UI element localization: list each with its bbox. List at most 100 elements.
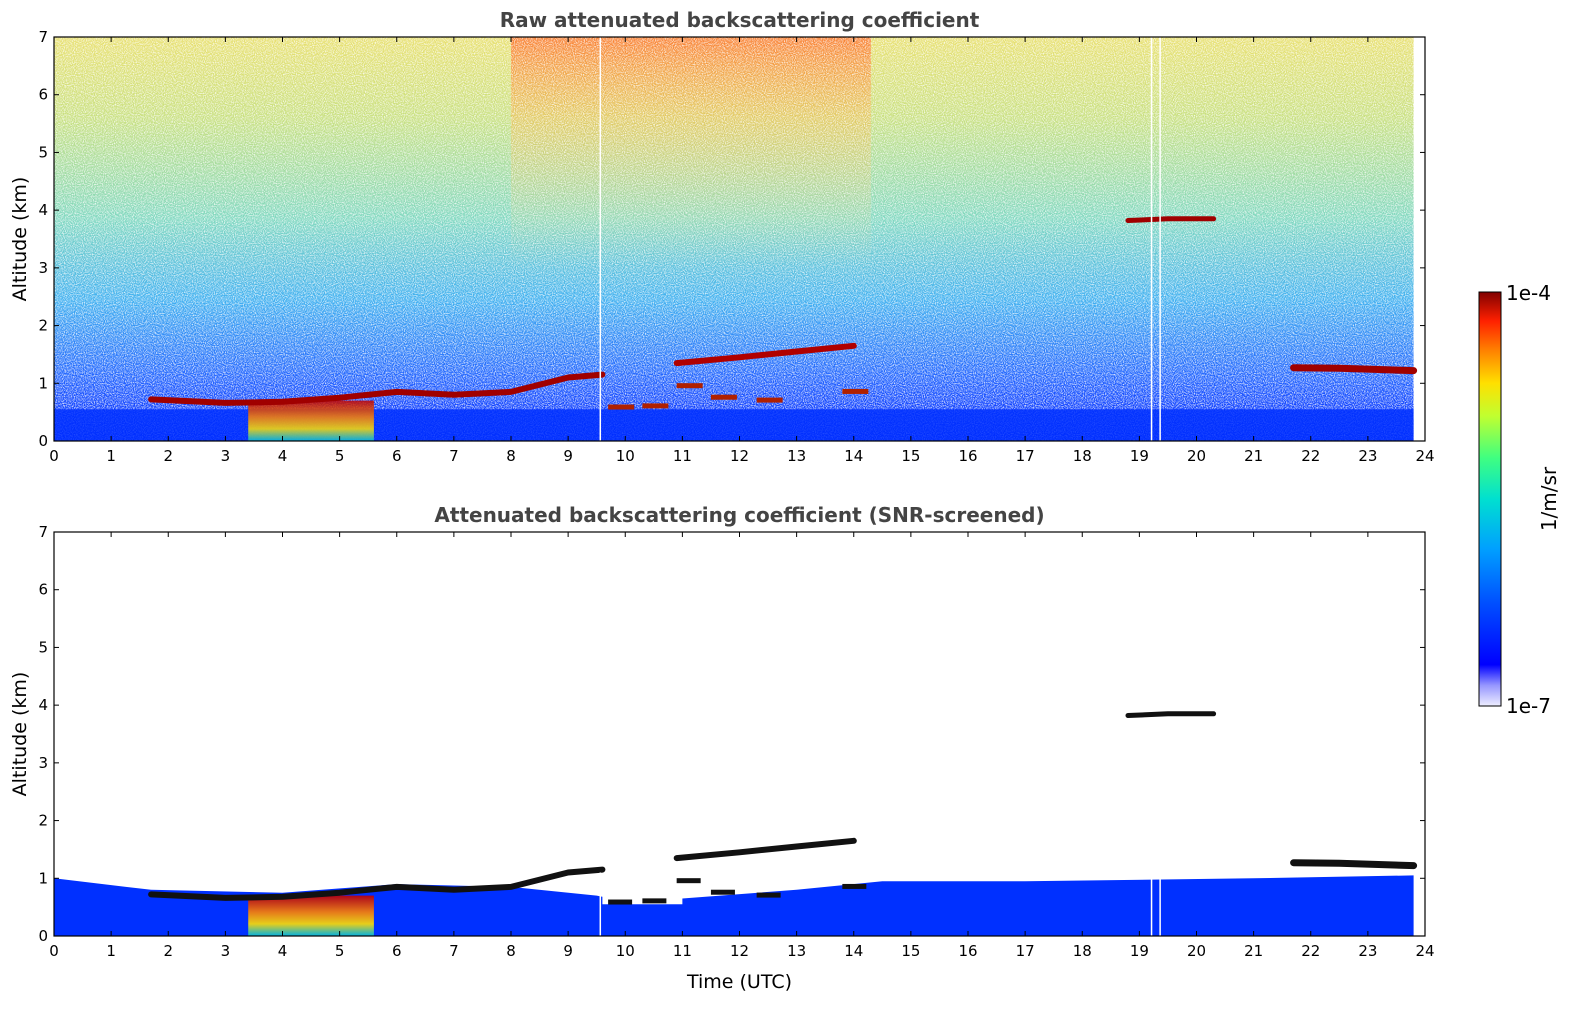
x-tick-label: 15 (901, 942, 920, 960)
data-gap (599, 37, 602, 441)
y-tick-label: 2 (38, 812, 48, 830)
aerosol-plume (248, 400, 374, 441)
x-tick-label: 15 (901, 447, 920, 465)
y-tick-label: 0 (38, 927, 48, 945)
x-tick-label: 5 (335, 447, 345, 465)
x-tick-label: 16 (958, 942, 977, 960)
x-tick-label: 12 (730, 447, 749, 465)
y-axis-label: Altitude (km) (9, 177, 31, 302)
x-tick-label: 10 (616, 447, 635, 465)
low-cloud-fragment (608, 404, 635, 410)
x-tick-label: 23 (1358, 942, 1377, 960)
colorbar-unit-label: 1/m/sr (1537, 466, 1561, 531)
y-tick-label: 4 (38, 201, 48, 219)
data-gap (1159, 37, 1161, 441)
screened-aerosol-layer (54, 875, 1414, 936)
x-axis-label: Time (UTC) (686, 971, 792, 993)
heatmap-area (54, 37, 1418, 441)
x-tick-label: 17 (1016, 942, 1035, 960)
x-tick-label: 21 (1244, 447, 1263, 465)
data-gap (1159, 872, 1161, 936)
x-tick-label: 20 (1187, 942, 1206, 960)
y-tick-label: 3 (38, 754, 48, 772)
x-tick-label: 18 (1073, 447, 1092, 465)
data-gap (1150, 872, 1153, 936)
x-tick-label: 7 (449, 942, 459, 960)
x-tick-label: 16 (958, 447, 977, 465)
data-gap (1150, 37, 1153, 441)
y-tick-label: 5 (38, 143, 48, 161)
low-cloud-fragment (608, 899, 633, 905)
high-cloud (1125, 216, 1217, 223)
plot-frame (53, 531, 1426, 937)
x-tick-label: 7 (449, 447, 459, 465)
x-tick-label: 4 (278, 447, 288, 465)
mid-level-cloud (673, 837, 857, 862)
x-tick-label: 9 (563, 447, 573, 465)
y-tick-label: 1 (38, 374, 48, 392)
y-tick-label: 7 (38, 28, 48, 46)
y-tick-label: 4 (38, 696, 48, 714)
x-tick-label: 22 (1301, 447, 1320, 465)
x-tick-label: 4 (278, 942, 288, 960)
x-tick-label: 3 (221, 942, 231, 960)
colorbar-gradient (1478, 291, 1502, 707)
x-tick-label: 20 (1187, 447, 1206, 465)
x-tick-label: 11 (673, 447, 692, 465)
x-tick-label: 23 (1358, 447, 1377, 465)
y-tick-label: 1 (38, 869, 48, 887)
low-cloud-fragment (756, 397, 783, 403)
x-tick-label: 0 (49, 447, 59, 465)
x-tick-label: 14 (844, 447, 863, 465)
x-tick-label: 8 (506, 942, 516, 960)
x-tick-label: 17 (1016, 447, 1035, 465)
boundary-layer-top (148, 866, 606, 901)
y-tick-label: 5 (38, 638, 48, 656)
low-cloud-fragment (642, 898, 667, 904)
x-tick-label: 8 (506, 447, 516, 465)
chart-title: Raw attenuated backscattering coefficien… (500, 8, 980, 32)
x-tick-label: 0 (49, 942, 59, 960)
heatmap-area (54, 711, 1418, 936)
y-tick-label: 2 (38, 317, 48, 335)
x-tick-label: 10 (616, 942, 635, 960)
low-cloud-fragment (710, 889, 735, 895)
x-tick-label: 24 (1415, 447, 1434, 465)
colorbar-max-label: 1e-4 (1506, 281, 1551, 305)
low-cloud-fragment (676, 878, 701, 884)
residual-layer (1290, 364, 1418, 375)
x-tick-label: 22 (1301, 942, 1320, 960)
mid-level-cloud (673, 342, 857, 367)
x-tick-label: 3 (221, 447, 231, 465)
aerosol-plume (248, 895, 374, 936)
y-tick-label: 6 (38, 581, 48, 599)
raw-backscatter-panel: Raw attenuated backscattering coefficien… (9, 8, 1435, 465)
y-tick-label: 3 (38, 259, 48, 277)
snr-screened-panel: Attenuated backscattering coefficient (S… (9, 503, 1435, 993)
y-tick-label: 7 (38, 523, 48, 541)
noise-speckle (54, 37, 1414, 441)
x-tick-label: 2 (163, 447, 173, 465)
low-cloud-fragment (710, 394, 737, 400)
x-tick-label: 5 (335, 942, 345, 960)
x-tick-label: 6 (392, 447, 402, 465)
y-tick-label: 6 (38, 86, 48, 104)
high-cloud (1125, 711, 1217, 718)
x-tick-label: 21 (1244, 942, 1263, 960)
x-tick-label: 14 (844, 942, 863, 960)
low-cloud-fragment (676, 383, 703, 389)
y-tick-label: 0 (38, 432, 48, 450)
x-tick-label: 19 (1130, 942, 1149, 960)
x-tick-label: 1 (106, 942, 116, 960)
colorbar: 1e-4 1e-7 1/m/sr (1478, 281, 1561, 718)
x-tick-label: 1 (106, 447, 116, 465)
y-axis-label: Altitude (km) (9, 672, 31, 797)
low-cloud-fragment (642, 403, 669, 409)
x-tick-label: 2 (163, 942, 173, 960)
x-tick-label: 12 (730, 942, 749, 960)
chart-title: Attenuated backscattering coefficient (S… (434, 503, 1044, 527)
x-tick-label: 18 (1073, 942, 1092, 960)
x-tick-label: 9 (563, 942, 573, 960)
